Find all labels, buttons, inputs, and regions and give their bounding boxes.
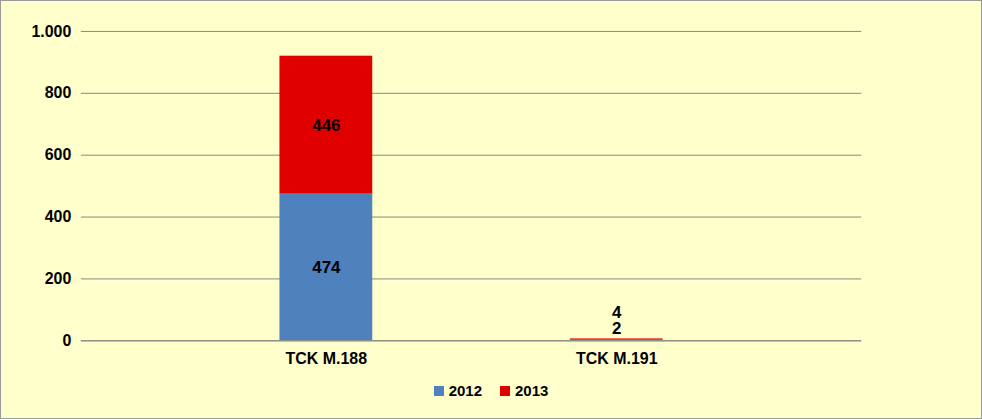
svg-text:4: 4 [612,303,622,322]
svg-text:200: 200 [45,270,72,287]
html-text:2012: 2012 [448,382,482,400]
svg-text:400: 400 [45,208,72,225]
svg-text:2: 2 [612,319,622,339]
svg-text:TCK M.188: TCK M.188 [286,350,368,367]
svg-text:1.000: 1.000 [31,23,71,40]
svg-text:800: 800 [45,84,72,101]
svg-text:474: 474 [312,258,341,277]
svg-text:446: 446 [312,116,340,135]
svg-text:0: 0 [62,332,71,349]
svg-text:600: 600 [45,146,72,163]
svg-text:TCK M.191: TCK M.191 [576,350,658,367]
html-text:2013: 2013 [515,382,549,400]
